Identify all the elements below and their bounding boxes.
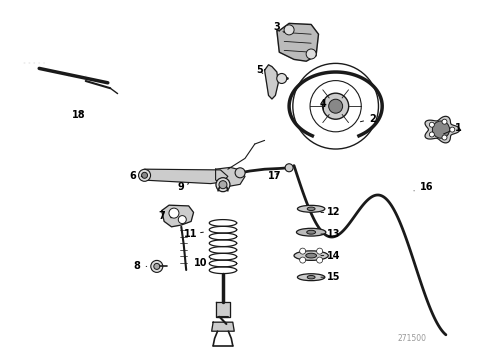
Text: 11: 11 (184, 229, 203, 239)
Text: 4: 4 (320, 99, 327, 110)
Circle shape (151, 260, 163, 273)
Circle shape (317, 257, 322, 263)
Text: 16: 16 (414, 182, 433, 192)
Ellipse shape (307, 230, 316, 234)
Text: 5: 5 (256, 65, 263, 75)
Circle shape (154, 264, 160, 269)
Circle shape (429, 132, 434, 137)
Polygon shape (140, 169, 228, 184)
Circle shape (277, 73, 287, 84)
Circle shape (329, 99, 343, 113)
Text: 1: 1 (443, 123, 462, 134)
Text: 7: 7 (158, 211, 172, 221)
Text: 18: 18 (72, 110, 85, 120)
Polygon shape (425, 116, 460, 143)
Text: 271500: 271500 (397, 334, 426, 343)
Polygon shape (216, 167, 245, 186)
Text: 6: 6 (129, 171, 142, 181)
Circle shape (142, 172, 147, 178)
Text: 3: 3 (273, 22, 284, 32)
Ellipse shape (297, 205, 325, 212)
Ellipse shape (307, 207, 315, 211)
Circle shape (169, 208, 179, 218)
Circle shape (317, 248, 322, 254)
Circle shape (139, 169, 150, 181)
Circle shape (306, 49, 316, 59)
Ellipse shape (307, 275, 315, 279)
Circle shape (300, 248, 306, 254)
Text: 2: 2 (361, 114, 376, 124)
Ellipse shape (306, 253, 317, 258)
Text: 17: 17 (268, 171, 281, 181)
Ellipse shape (297, 274, 325, 281)
Text: 12: 12 (321, 207, 340, 217)
Polygon shape (212, 322, 234, 331)
Circle shape (442, 135, 447, 140)
Text: 14: 14 (321, 251, 340, 261)
Polygon shape (162, 205, 194, 227)
Circle shape (432, 121, 450, 138)
Circle shape (216, 178, 230, 192)
Circle shape (442, 119, 447, 124)
Circle shape (300, 257, 306, 263)
Circle shape (284, 25, 294, 35)
Ellipse shape (294, 251, 328, 260)
Circle shape (322, 93, 349, 119)
Polygon shape (277, 23, 318, 61)
Circle shape (450, 127, 455, 132)
Circle shape (235, 168, 245, 178)
Ellipse shape (296, 228, 326, 236)
Text: 9: 9 (178, 182, 189, 192)
Text: 13: 13 (321, 229, 340, 239)
Circle shape (219, 181, 227, 189)
Polygon shape (265, 65, 278, 99)
Text: 10: 10 (194, 258, 211, 268)
Circle shape (429, 122, 434, 127)
Circle shape (178, 216, 186, 224)
Circle shape (285, 164, 293, 172)
Text: 15: 15 (321, 272, 340, 282)
Text: 8: 8 (134, 261, 147, 271)
Polygon shape (216, 302, 230, 317)
